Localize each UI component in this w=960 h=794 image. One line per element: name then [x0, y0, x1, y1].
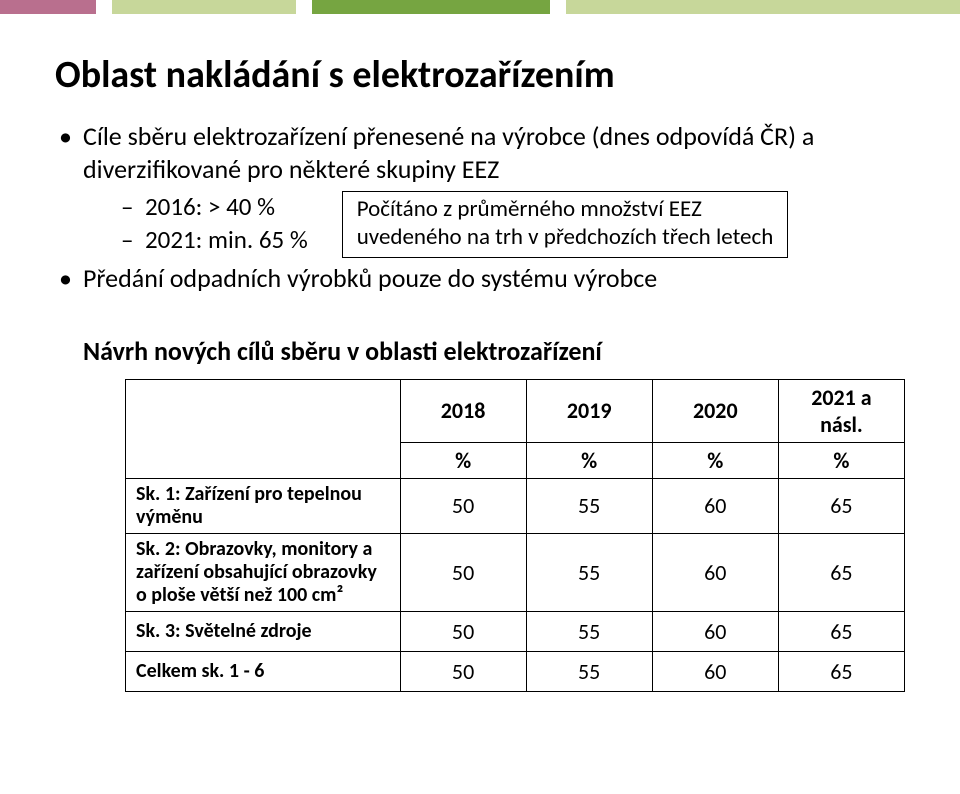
col-header: 2019 [526, 379, 652, 442]
cell: 60 [652, 611, 778, 651]
cell: 50 [400, 478, 526, 533]
cell: 50 [400, 611, 526, 651]
row-label: Sk. 3: Světelné zdroje [126, 611, 401, 651]
table-heading: Návrh nových cílů sběru v oblasti elektr… [83, 335, 905, 367]
cell: 65 [778, 533, 904, 611]
bullet-item: Předání odpadních výrobků pouze do systé… [55, 262, 905, 295]
cell: 60 [652, 478, 778, 533]
cell: 55 [526, 611, 652, 651]
col-unit: % [652, 442, 778, 478]
header-stripe [0, 0, 960, 14]
page-title: Oblast nakládání s elektrozařízením [55, 52, 905, 98]
bullet-text: Předání odpadních výrobků pouze do systé… [83, 262, 657, 294]
dash-list: 2016: > 40 % 2021: min. 65 % [121, 191, 308, 258]
targets-table: 2018 2019 2020 2021 a násl. % % % % Sk. … [125, 379, 905, 692]
table-row: Sk. 3: Světelné zdroje 50 55 60 65 [126, 611, 905, 651]
cell: 50 [400, 651, 526, 691]
table-header-row: 2018 2019 2020 2021 a násl. [126, 379, 905, 442]
cell: 65 [778, 478, 904, 533]
cell: 50 [400, 533, 526, 611]
cell: 60 [652, 651, 778, 691]
col-header: 2018 [400, 379, 526, 442]
stripe-segment [296, 0, 312, 14]
col-header: 2020 [652, 379, 778, 442]
col-unit: % [778, 442, 904, 478]
bullet-list: Cíle sběru elektrozařízení přenesené na … [55, 120, 905, 295]
stripe-segment [566, 0, 960, 14]
stripe-segment [112, 0, 296, 14]
stripe-segment [96, 0, 112, 14]
cell: 65 [778, 651, 904, 691]
cell: 65 [778, 611, 904, 651]
table-row: Sk. 2: Obrazovky, monitory a zařízení ob… [126, 533, 905, 611]
row-label: Sk. 1: Zařízení pro tepelnou výměnu [126, 478, 401, 533]
stripe-segment [0, 0, 96, 14]
table-corner-cell [126, 379, 401, 478]
bullet-text: Cíle sběru elektrozařízení přenesené na … [83, 120, 814, 185]
bullet-item: Cíle sběru elektrozařízení přenesené na … [55, 120, 905, 258]
table-row: Celkem sk. 1 - 6 50 55 60 65 [126, 651, 905, 691]
table-row: Sk. 1: Zařízení pro tepelnou výměnu 50 5… [126, 478, 905, 533]
stripe-segment [312, 0, 550, 14]
col-header: 2021 a násl. [778, 379, 904, 442]
col-unit: % [526, 442, 652, 478]
stripe-segment [550, 0, 566, 14]
cell: 60 [652, 533, 778, 611]
note-box: Počítáno z průměrného množství EEZ uvede… [342, 191, 789, 258]
row-label: Celkem sk. 1 - 6 [126, 651, 401, 691]
row-label: Sk. 2: Obrazovky, monitory a zařízení ob… [126, 533, 401, 611]
cell: 55 [526, 478, 652, 533]
dash-item: 2016: > 40 % [121, 191, 308, 222]
dash-item: 2021: min. 65 % [121, 224, 308, 255]
cell: 55 [526, 651, 652, 691]
slide-content: Oblast nakládání s elektrozařízením Cíle… [0, 14, 960, 692]
cell: 55 [526, 533, 652, 611]
col-unit: % [400, 442, 526, 478]
sub-row: 2016: > 40 % 2021: min. 65 % Počítáno z … [83, 191, 905, 258]
